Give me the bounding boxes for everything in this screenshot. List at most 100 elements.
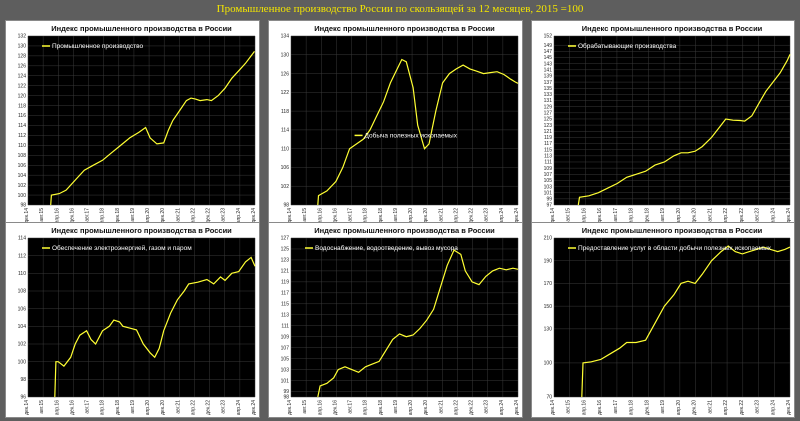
y-tick-label: 137: [544, 80, 553, 86]
x-tick-label: дек.18: [115, 208, 121, 223]
chart-panel-5: Индекс промышленного производства в Росс…: [268, 222, 523, 418]
x-tick-label: дек.16: [332, 400, 338, 415]
plot-area: [291, 238, 518, 397]
x-tick-label: дек.18: [378, 208, 384, 223]
y-tick-label: 109: [281, 334, 290, 340]
x-tick-label: авг.21: [175, 400, 181, 414]
x-tick-label: дек.22: [469, 400, 475, 415]
x-tick-label: авг.15: [302, 208, 308, 222]
y-tick-label: 100: [18, 359, 27, 365]
y-tick-label: 126: [281, 71, 290, 77]
y-tick-label: 98: [283, 203, 289, 209]
y-tick-label: 70: [546, 395, 552, 401]
y-tick-label: 118: [281, 109, 289, 115]
x-tick-label: дек.20: [692, 400, 698, 415]
x-tick-label: дек.20: [423, 208, 429, 223]
x-tick-label: авг.23: [484, 208, 490, 222]
y-tick-label: 104: [18, 324, 27, 330]
x-tick-label: апр.18: [100, 400, 106, 415]
y-tick-label: 115: [544, 147, 552, 153]
y-tick-label: 123: [281, 258, 290, 264]
series-line: [581, 245, 791, 398]
x-tick-label: дек.20: [160, 208, 166, 223]
chart-svg-1: Индекс промышленного производства в Росс…: [18, 24, 257, 223]
x-tick-label: апр.20: [408, 208, 414, 223]
legend-label: Добыча полезных ископаемых: [365, 131, 458, 139]
x-tick-label: дек.16: [332, 208, 338, 223]
x-tick-label: авг.21: [707, 400, 713, 414]
x-tick-label: апр.18: [629, 400, 635, 415]
chart-panel-4: Индекс промышленного производства в Росс…: [5, 222, 260, 418]
x-tick-label: апр.18: [629, 208, 635, 223]
y-tick-label: 99: [283, 389, 289, 395]
y-tick-label: 102: [18, 183, 27, 189]
x-tick-label: дек.16: [597, 400, 603, 415]
y-tick-label: 108: [18, 289, 27, 295]
y-tick-label: 117: [281, 291, 289, 297]
chart-title: Индекс промышленного производства в Росс…: [582, 226, 763, 235]
x-tick-label: дек.20: [692, 208, 698, 223]
x-tick-label: дек.22: [206, 208, 212, 223]
chart-svg-2: Индекс промышленного производства в Росс…: [281, 24, 520, 223]
x-tick-label: дек.24: [786, 400, 792, 415]
y-tick-label: 134: [281, 34, 290, 40]
y-tick-label: 106: [18, 306, 27, 312]
x-tick-label: апр.22: [723, 400, 729, 415]
x-tick-label: апр.18: [363, 400, 369, 415]
plot-area: [554, 36, 790, 205]
y-tick-label: 143: [544, 61, 553, 67]
x-tick-label: апр.22: [190, 400, 196, 415]
x-tick-label: авг.15: [39, 208, 45, 222]
y-tick-label: 170: [544, 281, 553, 287]
x-tick-label: авг.23: [755, 400, 761, 414]
x-tick-label: апр.24: [236, 208, 242, 223]
chart-title: Индекс промышленного производства в Росс…: [51, 226, 232, 235]
y-tick-label: 127: [281, 236, 290, 242]
y-tick-label: 120: [18, 93, 27, 99]
y-tick-label: 130: [544, 327, 553, 333]
y-tick-label: 115: [281, 301, 289, 307]
y-tick-label: 105: [544, 178, 553, 184]
y-tick-label: 111: [544, 160, 552, 166]
page-title: Промышленное производство России по скол…: [216, 3, 584, 15]
chart-svg-6: Индекс промышленного производства в Росс…: [544, 226, 792, 415]
x-tick-label: апр.24: [770, 400, 776, 415]
x-tick-label: апр.22: [190, 208, 196, 223]
y-tick-label: 118: [18, 103, 26, 109]
x-tick-label: дек.24: [251, 400, 257, 415]
y-tick-label: 210: [544, 236, 553, 242]
plot-area: [28, 36, 255, 205]
x-tick-label: дек.22: [739, 208, 745, 223]
y-tick-label: 125: [281, 247, 290, 253]
x-tick-label: авг.21: [175, 208, 181, 222]
y-tick-label: 128: [18, 54, 27, 60]
y-tick-label: 117: [544, 141, 552, 147]
x-tick-label: апр.20: [408, 400, 414, 415]
y-tick-label: 108: [18, 153, 27, 159]
y-tick-label: 113: [281, 312, 289, 318]
y-tick-label: 113: [544, 154, 552, 160]
y-tick-label: 133: [544, 92, 553, 98]
x-tick-label: авг.19: [130, 208, 136, 222]
x-tick-label: авг.21: [707, 208, 713, 222]
x-tick-label: авг.21: [438, 400, 444, 414]
y-tick-label: 147: [544, 49, 553, 55]
chart-panel-3: Индекс промышленного производства в Росс…: [531, 20, 795, 226]
x-tick-label: апр.18: [100, 208, 106, 223]
x-tick-label: дек.16: [69, 400, 75, 415]
plot-area: [554, 238, 790, 397]
x-tick-label: авг.23: [221, 400, 227, 414]
y-tick-label: 190: [544, 258, 553, 264]
x-tick-label: дек.20: [423, 400, 429, 415]
y-tick-label: 101: [281, 378, 290, 384]
x-tick-label: апр.20: [145, 208, 151, 223]
y-tick-label: 126: [18, 64, 27, 70]
x-tick-label: авг.23: [221, 208, 227, 222]
y-tick-label: 105: [281, 356, 290, 362]
x-tick-label: авг.15: [302, 400, 308, 414]
x-tick-label: дек.14: [287, 400, 293, 415]
y-tick-label: 112: [18, 253, 26, 259]
x-tick-label: дек.22: [206, 400, 212, 415]
x-tick-label: апр.16: [581, 208, 587, 223]
x-tick-label: апр.16: [54, 400, 60, 415]
